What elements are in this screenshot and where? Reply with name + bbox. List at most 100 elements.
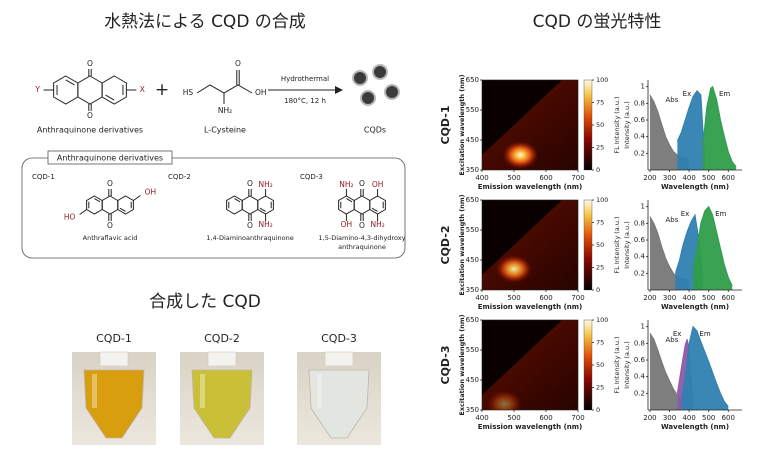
colorbar-tick-label: 75 — [596, 99, 604, 107]
heatmap — [482, 200, 578, 290]
colorbar-tick-label: 25 — [596, 384, 604, 392]
x-tick-label: 300 — [663, 294, 676, 302]
vial-liquid — [83, 369, 145, 439]
compound-name: 1,5-Diamino-4,3-dihydroxy — [319, 234, 406, 242]
y-tick-label: 0.6 — [634, 236, 646, 244]
derivatives-box — [21, 157, 406, 259]
x-tick-label: 600 — [722, 414, 735, 422]
x-tick-label: 300 — [663, 174, 676, 182]
atom-label: O — [247, 179, 253, 188]
area-fill — [649, 95, 690, 170]
plot-frame — [481, 319, 579, 411]
atom-label: O — [247, 221, 253, 230]
colorbar-tick-label: 50 — [596, 241, 604, 249]
x-axis-label: Wavelength (nm) — [661, 423, 729, 431]
row-label: CQD-2 — [439, 226, 452, 265]
colorbar-tick-label: 0 — [596, 166, 600, 174]
colorbar-label: FL Intensity (a.u.) — [613, 216, 621, 273]
spectrum-line — [692, 205, 733, 287]
atom-label: O — [87, 111, 93, 120]
x-tick-label: 400 — [475, 174, 488, 182]
substituent-label: NH₂ — [258, 220, 272, 229]
x-axis-label: Emission wavelength (nm) — [478, 303, 583, 311]
y-tick-label: 650 — [466, 76, 479, 84]
spectrum-line — [674, 213, 704, 278]
y-tick-label: 0.8 — [634, 99, 645, 107]
x-tick-label: 500 — [702, 294, 715, 302]
plot-frame — [481, 79, 579, 171]
plus-sign: + — [155, 80, 169, 100]
colorbar-label: FL Intensity (a.u.) — [613, 96, 621, 153]
substituent-label: HO — [64, 213, 76, 222]
section-title: 合成した CQD — [149, 292, 261, 312]
x-tick-label: 400 — [475, 294, 488, 302]
y-tick-label: 550 — [466, 346, 479, 354]
colorbar — [583, 319, 593, 411]
x-tick-label: 700 — [571, 414, 584, 422]
ring — [101, 195, 119, 215]
x-tick-label: 600 — [722, 174, 735, 182]
double-bond — [234, 198, 241, 203]
area-fill — [693, 206, 733, 290]
y-tick-label: 450 — [466, 136, 479, 144]
colorbar-tick-label: 75 — [596, 219, 604, 227]
x-tick-label: 500 — [507, 174, 520, 182]
x-tick-label: 500 — [702, 414, 715, 422]
y-tick-label: 1 — [641, 203, 645, 211]
bond — [133, 195, 141, 201]
y-tick-label: 0.6 — [634, 356, 646, 364]
colorbar-tick-label: 100 — [596, 76, 608, 84]
colorbar-label: FL Intensity (a.u.) — [613, 336, 621, 393]
row-label: CQD-3 — [439, 346, 452, 385]
double-bond — [65, 79, 75, 86]
vial-label: CQD-3 — [321, 332, 357, 345]
atom-label: O — [107, 179, 113, 188]
y-tick-label: 0.4 — [634, 133, 646, 141]
plot-frame — [481, 199, 579, 291]
y-tick-label: 450 — [466, 256, 479, 264]
y-tick-label: 0.4 — [634, 373, 646, 381]
section-title: 水熱法による CQD の合成 — [104, 12, 306, 32]
product-label: CQDs — [364, 126, 386, 135]
atom-label: O — [359, 221, 365, 230]
colorbar-tick-label: 50 — [596, 121, 604, 129]
y-tick-label: 0.8 — [634, 219, 645, 227]
compound-name: Anthraflavic acid — [83, 234, 138, 242]
x-axis-label: Wavelength (nm) — [661, 303, 729, 311]
legend-label: Ex — [673, 330, 682, 338]
area-fill — [649, 333, 682, 410]
x-tick-label: 400 — [682, 414, 695, 422]
y-tick-label: 1 — [641, 323, 645, 331]
y-tick-label: 0.8 — [634, 339, 645, 347]
x-tick-label: 400 — [682, 294, 695, 302]
y-tick-label: 0.2 — [634, 269, 645, 277]
compound-name: anthraquinone — [338, 243, 386, 251]
colorbar — [583, 79, 593, 171]
x-axis-label: Emission wavelength (nm) — [478, 423, 583, 431]
legend-label: Ex — [681, 210, 690, 218]
spectrum-line — [702, 85, 737, 167]
heatmap-peak — [496, 255, 532, 283]
heatmap-peak — [502, 141, 539, 169]
y-tick-label: 550 — [466, 106, 479, 114]
box-title: Anthraquinone derivatives — [57, 154, 163, 163]
substituent-label: X — [140, 85, 145, 94]
cqd-dot — [372, 64, 388, 80]
y-tick-label: 1 — [641, 83, 645, 91]
reactant-label: Anthraquinone derivatives — [37, 126, 143, 135]
colorbar-tick-label: 25 — [596, 144, 604, 152]
substituent-label: OH — [145, 188, 157, 197]
double-bond — [119, 207, 126, 212]
bond — [79, 209, 87, 215]
x-tick-label: 500 — [507, 294, 520, 302]
vial-highlight — [92, 374, 97, 408]
y-axis-label: Excitation wavelength (nm) — [458, 314, 466, 415]
condition-label: 180°C, 12 h — [284, 97, 326, 105]
y-tick-label: 450 — [466, 376, 479, 384]
x-tick-label: 400 — [682, 174, 695, 182]
y-tick-label: 350 — [466, 166, 479, 174]
y-tick-label: 0.2 — [634, 389, 645, 397]
scatter-region — [482, 320, 578, 410]
area-fill — [702, 86, 737, 170]
